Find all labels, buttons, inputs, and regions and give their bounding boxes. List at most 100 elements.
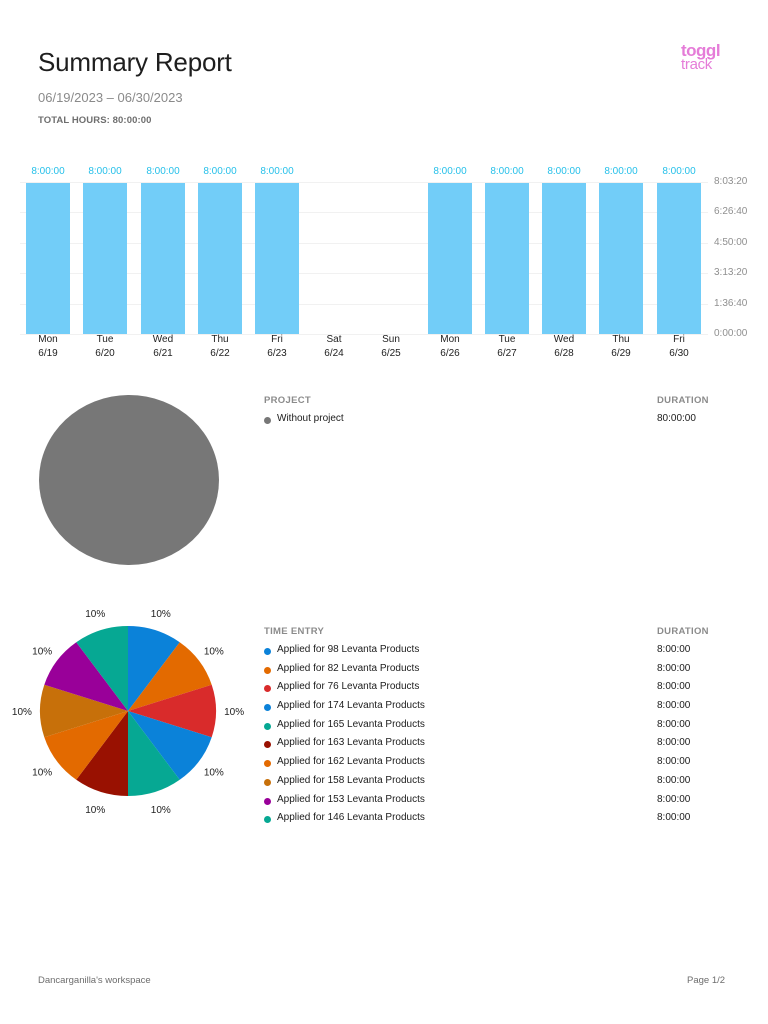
- bar[interactable]: [485, 183, 529, 334]
- bar-column-sun-6-25[interactable]: Sun 6/25: [369, 160, 413, 360]
- time-entry-duration: 8:00:00: [657, 718, 691, 730]
- bar-value-label: 8:00:00: [433, 166, 467, 177]
- bar-column-fri-6-23[interactable]: 8:00:00 Fri 6/23: [255, 160, 299, 360]
- bar[interactable]: [599, 183, 643, 334]
- logo-wordmark-track: track: [681, 56, 713, 73]
- bar[interactable]: [141, 183, 185, 334]
- pie-slice[interactable]: [76, 711, 128, 796]
- x-axis-date-label: 6/23: [267, 348, 287, 359]
- x-axis-date-label: 6/19: [38, 348, 58, 359]
- pie-slice[interactable]: [76, 626, 128, 711]
- x-axis-day-label: Mon: [38, 334, 58, 345]
- y-axis-tick-label: 3:13:20: [714, 267, 748, 279]
- time-entry-row: Applied for 82 Levanta Products 8:00:00: [264, 663, 734, 682]
- pie-slice[interactable]: [128, 626, 180, 711]
- bar-column-wed-6-28[interactable]: 8:00:00 Wed 6/28: [542, 160, 586, 360]
- bar-value-label: 8:00:00: [662, 166, 696, 177]
- time-entry-duration: 8:00:00: [657, 681, 691, 693]
- project-duration: 80:00:00: [657, 413, 696, 424]
- bar[interactable]: [428, 183, 472, 334]
- pie-percent-label: 10%: [204, 768, 224, 779]
- bar-value-label: 8:00:00: [146, 166, 180, 177]
- bar-column-mon-6-19[interactable]: 8:00:00 Mon 6/19: [26, 160, 70, 360]
- pie-percent-label: 10%: [151, 609, 171, 620]
- bar-value-label: 8:00:00: [203, 166, 237, 177]
- pie-percent-label: 10%: [85, 805, 105, 815]
- x-axis-date-label: 6/30: [669, 348, 689, 359]
- pie-slice[interactable]: [44, 642, 129, 711]
- time-entry-name: Applied for 82 Levanta Products: [277, 662, 420, 674]
- page-title: Summary Report: [38, 47, 232, 77]
- page-number: Page 1/2: [687, 975, 726, 986]
- x-axis-date-label: 6/22: [210, 348, 230, 359]
- daily-hours-bar-chart: 0:00:00 1:36:40 3:13:20 4:50:00 6:26:40 8:03:…: [20, 160, 760, 370]
- bar-value-label: 8:00:00: [260, 166, 294, 177]
- y-axis-tick-label: 1:36:40: [714, 297, 748, 309]
- color-dot-icon: [264, 666, 271, 674]
- bar[interactable]: [657, 183, 701, 334]
- pie-slice[interactable]: [128, 684, 217, 738]
- color-dot-icon: [264, 797, 271, 805]
- x-axis-date-label: 6/26: [440, 348, 460, 359]
- bar-value-label: 8:00:00: [88, 166, 122, 177]
- pie-slice[interactable]: [128, 711, 212, 780]
- time-entry-row: Applied for 153 Levanta Products 8:00:00: [264, 794, 734, 813]
- logo-wordmark-toggl: toggl: [681, 41, 721, 60]
- pie-slice[interactable]: [44, 711, 129, 780]
- x-axis-date-label: 6/20: [95, 348, 115, 359]
- color-dot-icon: [264, 722, 271, 730]
- pie-percent-label: 10%: [32, 646, 52, 657]
- time-entry-name: Applied for 158 Levanta Products: [277, 774, 425, 786]
- x-axis-day-label: Mon: [440, 334, 460, 345]
- bar-column-thu-6-22[interactable]: 8:00:00 Thu 6/22: [198, 160, 242, 360]
- color-dot-icon: [264, 816, 271, 824]
- pie-percent-label: 10%: [32, 768, 52, 779]
- pie-slice[interactable]: [128, 642, 212, 711]
- bar[interactable]: [255, 183, 299, 334]
- date-range: 06/19/2023 – 06/30/2023: [38, 90, 183, 105]
- x-axis-date-label: 6/27: [497, 348, 517, 359]
- time-entry-column-header: TIME ENTRY: [264, 626, 325, 637]
- bar[interactable]: [542, 183, 586, 334]
- time-entry-name: Applied for 162 Levanta Products: [277, 756, 425, 768]
- time-entry-duration: 8:00:00: [657, 812, 691, 824]
- time-entry-name: Applied for 163 Levanta Products: [277, 737, 425, 749]
- bar-column-thu-6-29[interactable]: 8:00:00 Thu 6/29: [599, 160, 643, 360]
- bar-column-tue-6-20[interactable]: 8:00:00 Tue 6/20: [83, 160, 127, 360]
- bar[interactable]: [198, 183, 242, 334]
- pie-percent-label: 10%: [12, 707, 32, 718]
- x-axis-day-label: Thu: [612, 334, 630, 345]
- time-entry-row: Applied for 162 Levanta Products 8:00:00: [264, 756, 734, 775]
- time-entry-row: Applied for 76 Levanta Products 8:00:00: [264, 681, 734, 700]
- time-entry-duration: 8:00:00: [657, 774, 691, 786]
- y-axis-tick-label: 4:50:00: [714, 236, 748, 248]
- pie-percent-label: 10%: [224, 707, 244, 718]
- y-axis-tick-label: 6:26:40: [714, 206, 748, 218]
- bar-column-sat-6-24[interactable]: Sat 6/24: [312, 160, 356, 360]
- x-axis-date-label: 6/21: [153, 348, 173, 359]
- bar-column-tue-6-27[interactable]: 8:00:00 Tue 6/27: [485, 160, 529, 360]
- x-axis-day-label: Thu: [211, 334, 229, 345]
- y-axis-tick-label: 8:03:20: [714, 176, 748, 187]
- time-entry-duration: 8:00:00: [657, 793, 691, 805]
- pie-slice[interactable]: [128, 711, 180, 796]
- x-axis-day-label: Fri: [271, 334, 283, 345]
- time-entry-row: Applied for 158 Levanta Products 8:00:00: [264, 775, 734, 794]
- bar[interactable]: [26, 183, 70, 334]
- pie-slice[interactable]: [40, 684, 129, 738]
- bar-column-wed-6-21[interactable]: 8:00:00 Wed 6/21: [141, 160, 185, 360]
- x-axis-day-label: Fri: [673, 334, 685, 345]
- bar[interactable]: [83, 183, 127, 334]
- bar-value-label: 8:00:00: [547, 166, 581, 177]
- x-axis-day-label: Wed: [152, 334, 174, 345]
- chart-gridline: [20, 273, 708, 275]
- bar-column-fri-6-30[interactable]: 8:00:00 Fri 6/30: [657, 160, 701, 360]
- color-dot-icon: [264, 778, 271, 786]
- project-row: Without project 80:00:00: [264, 413, 734, 432]
- time-entry-name: Applied for 76 Levanta Products: [277, 681, 420, 693]
- bar-value-label: 8:00:00: [604, 166, 638, 177]
- bar-column-mon-6-26[interactable]: 8:00:00 Mon 6/26: [428, 160, 472, 360]
- pie-slice[interactable]: [39, 395, 219, 565]
- time-entry-name: Applied for 153 Levanta Products: [277, 793, 425, 805]
- time-entry-duration: 8:00:00: [657, 700, 691, 712]
